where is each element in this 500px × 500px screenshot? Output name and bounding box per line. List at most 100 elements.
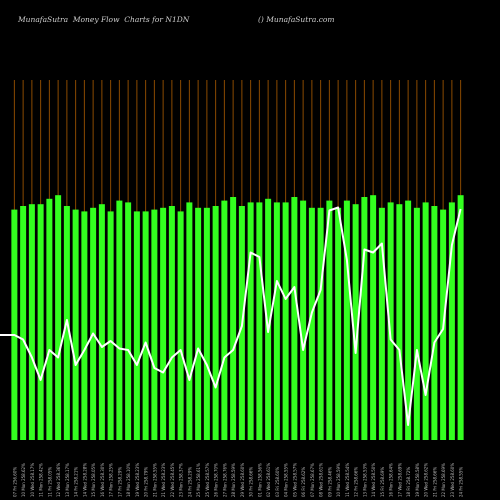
bar xyxy=(11,209,18,440)
tick-label: 06 Fri 258.62% xyxy=(301,467,306,497)
tick-label: 18 Mon 258.10% xyxy=(126,463,131,497)
tick-label: 24 Fri 258.55% xyxy=(459,467,464,497)
tick-label: 29 Wed 258.60% xyxy=(240,463,245,497)
bar xyxy=(160,207,167,440)
bar xyxy=(221,200,228,440)
tick-label: 04 Mon 258.55% xyxy=(284,463,289,497)
tick-label: 10 Mon 258.62% xyxy=(21,463,26,497)
bar xyxy=(291,197,298,440)
bar xyxy=(177,211,184,440)
bar xyxy=(116,200,123,440)
bar xyxy=(405,200,412,440)
bar xyxy=(98,204,105,440)
tick-label: 13 Mon 258.17% xyxy=(65,463,70,497)
tick-label: 17 Fri 258.29% xyxy=(117,467,122,497)
chart-title: MunafaSutra Money Flow Charts for N1DN xyxy=(18,15,190,24)
bar xyxy=(107,211,114,440)
bar xyxy=(317,207,324,440)
bar xyxy=(335,207,342,440)
bar xyxy=(308,207,315,440)
bar xyxy=(72,209,79,440)
bar xyxy=(387,202,394,440)
tick-label: 11 Fri 258.05% xyxy=(47,467,52,497)
bar xyxy=(28,204,35,440)
tick-label: 01 Mon 258.56% xyxy=(257,463,262,497)
tick-label: 10 Mon 258.59% xyxy=(336,463,341,497)
tick-label: 25 Mon 258.61% xyxy=(196,463,201,497)
bar xyxy=(256,202,263,440)
tick-label: 23 Mon 258.37% xyxy=(179,463,184,497)
money-flow-line xyxy=(0,206,462,426)
tick-label: 08 Wed 258.61% xyxy=(319,463,324,497)
tick-label: 10 Wed 258.17% xyxy=(30,463,35,497)
tick-label: 12 Fri 258.66% xyxy=(354,467,359,497)
bar xyxy=(195,207,202,440)
bar xyxy=(431,206,438,440)
bar xyxy=(448,202,455,440)
tick-label: 12 Wed 258.36% xyxy=(56,463,61,497)
bar xyxy=(90,207,97,440)
tick-label: 21 Wed 258.23% xyxy=(161,463,166,497)
tick-label: 14 Wed 258.28% xyxy=(82,463,87,497)
bar xyxy=(37,204,44,440)
tick-label: 11 Wed 258.54% xyxy=(345,463,350,497)
tick-label: 23 Wed 258.60% xyxy=(450,463,455,497)
tick-label: 19 Wed 258.23% xyxy=(135,463,140,497)
tick-label: 17 Wed 258.69% xyxy=(397,463,402,497)
tick-label: 13 Mon 258.53% xyxy=(362,463,367,497)
bar xyxy=(422,202,429,440)
bar xyxy=(457,195,464,440)
bar xyxy=(203,207,210,440)
tick-label: 28 Mon 258.59% xyxy=(231,463,236,497)
tick-label: 20 Wed 258.62% xyxy=(424,463,429,497)
tick-label: 16 Wed 258.30% xyxy=(100,463,105,497)
tick-label: 26 Mon 258.70% xyxy=(214,463,219,497)
bar xyxy=(125,202,132,440)
tick-label: 07 Mon 258.67% xyxy=(310,463,315,497)
bar xyxy=(168,206,175,440)
tick-label: 22 Mon 258.69% xyxy=(441,463,446,497)
tick-label: 21 Mon 258.55% xyxy=(152,463,157,497)
bar xyxy=(352,204,359,440)
bar xyxy=(378,207,385,440)
tick-label: 18 Fri 258.72% xyxy=(406,467,411,497)
bar xyxy=(55,195,62,440)
bar xyxy=(20,206,27,440)
bar xyxy=(413,207,420,440)
tick-label: 05 Wed 258.57% xyxy=(292,463,297,497)
tick-label: 20 Fri 258.79% xyxy=(144,467,149,497)
bar xyxy=(396,204,403,440)
tick-label: 15 Mon 258.05% xyxy=(91,463,96,497)
chart-credit: () MunafaSutra.com xyxy=(258,15,335,24)
tick-label: 19 Mon 258.58% xyxy=(415,463,420,497)
bar xyxy=(370,195,377,440)
bar xyxy=(186,202,193,440)
tick-label: 03 Fri 258.60% xyxy=(275,467,280,497)
bar xyxy=(265,198,272,440)
tick-label: 14 Fri 258.21% xyxy=(74,467,79,497)
bar xyxy=(273,202,280,440)
bar xyxy=(300,200,307,440)
bar xyxy=(326,200,333,440)
bar xyxy=(133,211,140,440)
tick-label: 21 Fri 258.66% xyxy=(432,467,437,497)
tick-label: 07 Fri 256.60% xyxy=(12,467,17,497)
bar xyxy=(282,202,289,440)
bar xyxy=(46,198,53,440)
bar xyxy=(361,197,368,440)
tick-label: 25 Wed 258.57% xyxy=(205,463,210,497)
tick-label: 15 Fri 258.69% xyxy=(380,467,385,497)
bar xyxy=(212,206,219,440)
bar xyxy=(151,209,158,440)
bar xyxy=(230,197,237,440)
tick-label: 27 Mon 258.76% xyxy=(222,463,227,497)
tick-label: 30 Fri 258.66% xyxy=(249,467,254,497)
bar xyxy=(81,211,88,440)
bar xyxy=(247,202,254,440)
tick-label: 24 Fri 258.29% xyxy=(187,467,192,497)
tick-label: 16 Mon 258.64% xyxy=(389,463,394,497)
tick-label: 17 Mon 258.25% xyxy=(109,463,114,497)
tick-label: 09 Fri 258.46% xyxy=(327,467,332,497)
